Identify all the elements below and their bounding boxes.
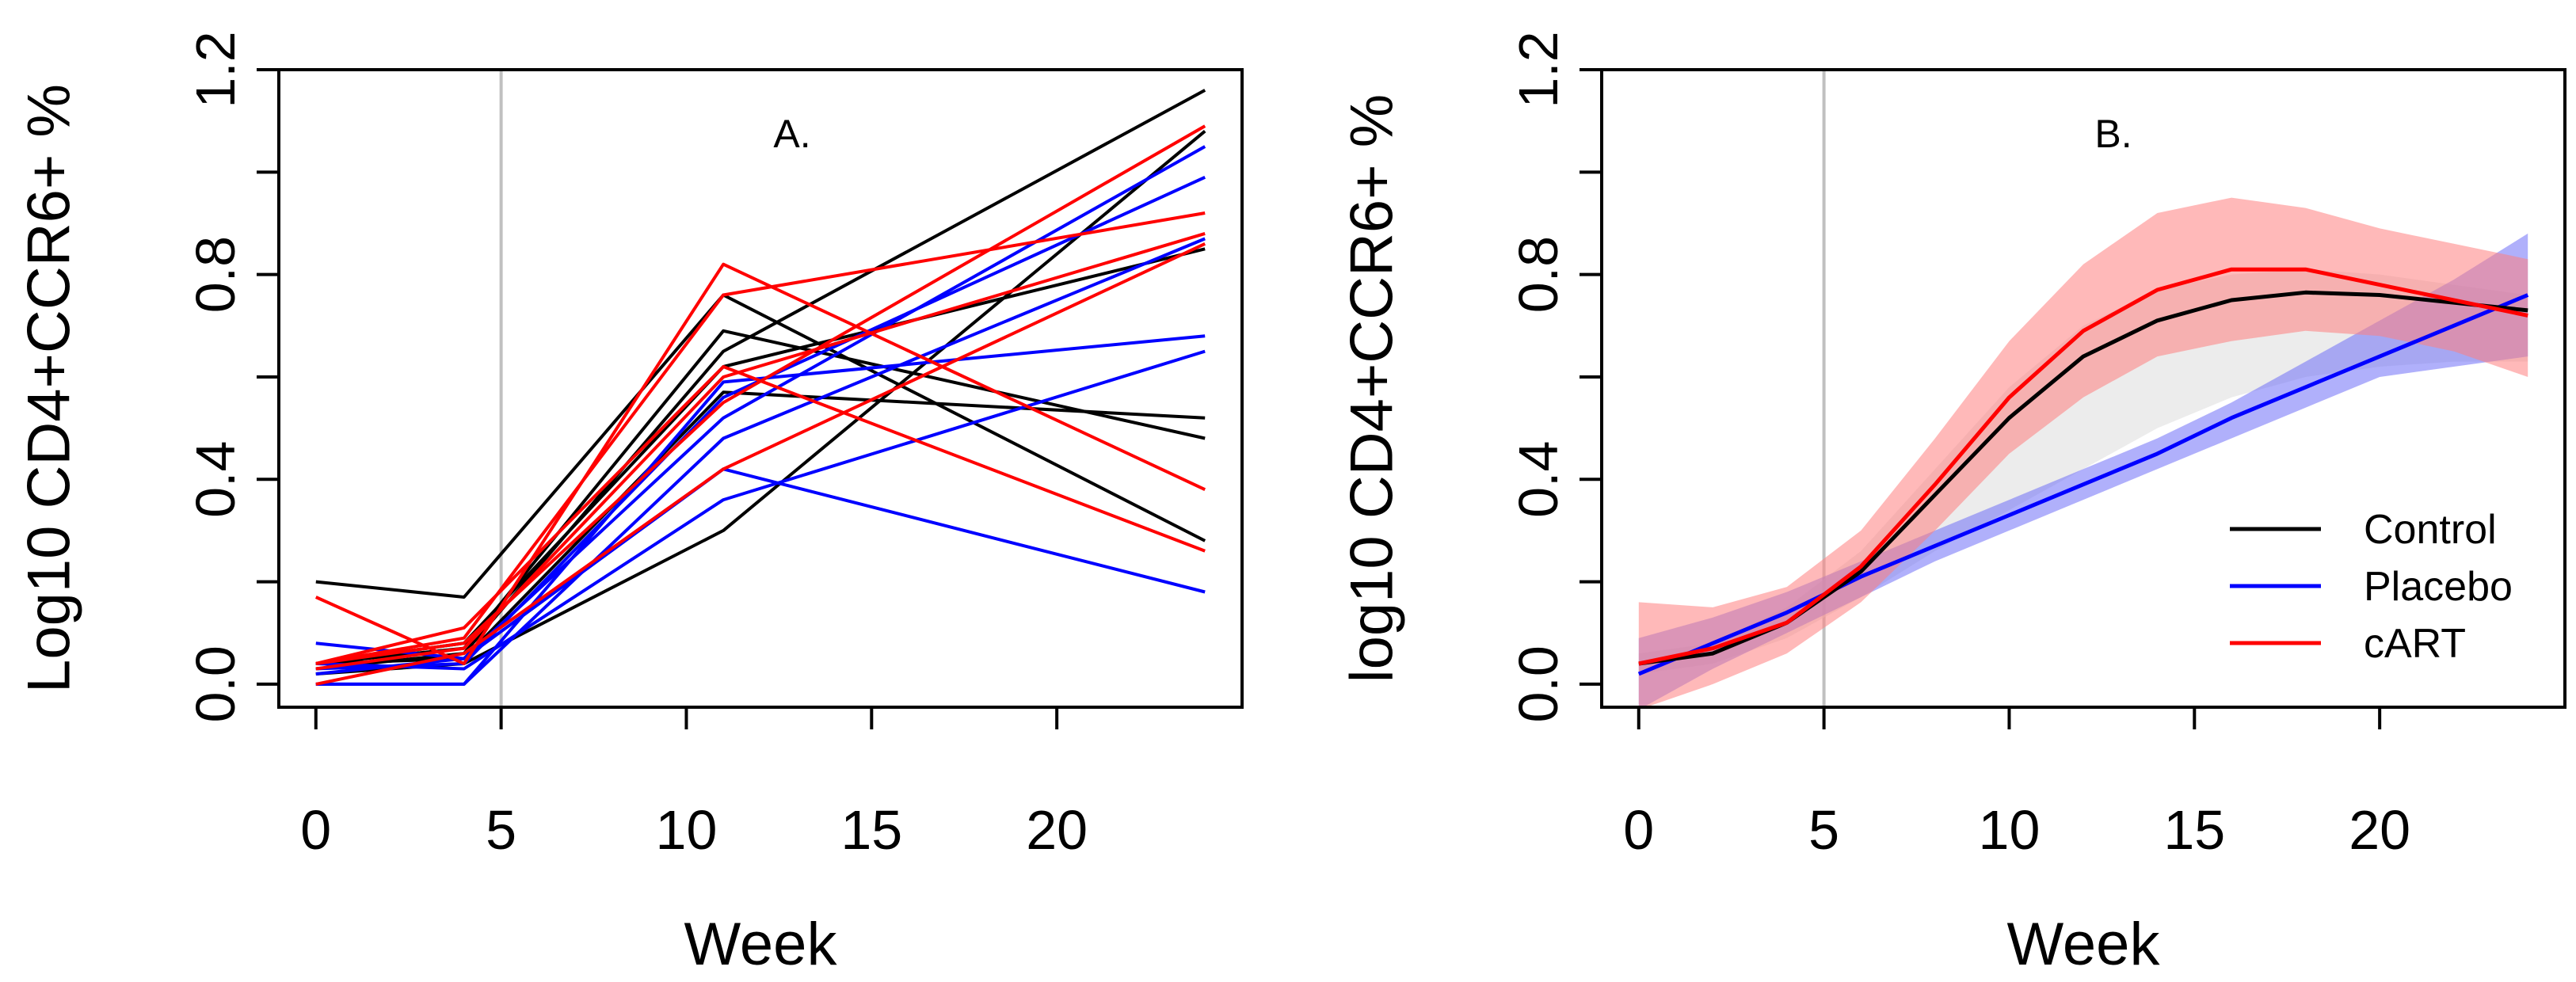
series-line-cart-4 (315, 242, 1206, 686)
y-tick-label: 1.2 (1507, 31, 1569, 108)
panel-b: 0 5 10 15 20 Week 0.0 0.4 0.8 1.2 log10 CD4+CCR6+ … (1339, 31, 2566, 978)
x-tick-label: 10 (656, 799, 718, 861)
y-axis-title: log10 CD4+CCR6+ % (1339, 94, 1406, 683)
series-line-cart (1638, 267, 2528, 666)
x-tick-label: 20 (2349, 799, 2410, 861)
panel-label: B. (2094, 112, 2132, 156)
y-tick-label: 0.4 (1507, 441, 1569, 518)
x-tick-label: 5 (486, 799, 516, 861)
legend-label-cart: cART (2364, 621, 2466, 667)
x-tick-label: 5 (1808, 799, 1839, 861)
y-tick-label: 0.4 (185, 441, 246, 518)
series-line-placebo-4 (315, 334, 1206, 686)
series-line-placebo (1637, 293, 2529, 676)
series-line-cart-3 (315, 365, 1206, 665)
series-line-cart-5 (315, 124, 1206, 665)
x-tick-label: 10 (1979, 799, 2041, 861)
x-axis-title: Week (684, 911, 838, 978)
y-tick-label: 0.0 (1507, 645, 1569, 722)
y-tick-label: 0.0 (185, 645, 246, 722)
series-line-control-1 (315, 293, 1206, 599)
y-tick-label: 1.2 (185, 31, 246, 108)
confidence-band-cart (1638, 197, 2528, 707)
y-tick-label: 0.8 (185, 236, 246, 313)
series-line-control-5 (315, 390, 1206, 665)
legend-label-control: Control (2364, 507, 2497, 553)
plot-area (314, 70, 1206, 707)
panel-label: A. (773, 112, 810, 156)
plot-area (1637, 70, 2529, 707)
x-tick-label: 15 (840, 799, 902, 861)
x-tick-label: 0 (300, 799, 331, 861)
legend-label-placebo: Placebo (2364, 564, 2513, 610)
x-tick-label: 15 (2163, 799, 2225, 861)
series-line-cart-6 (315, 231, 1206, 671)
series-line-cart-2 (315, 211, 1206, 665)
y-axis-title: Log10 CD4+CCR6+ % (16, 84, 83, 693)
series-line-control-2 (315, 329, 1206, 665)
panel-a: 0 5 10 15 20 Week 0.0 0.4 0.8 1.2 Log10 CD4+CCR6+ … (16, 31, 1244, 978)
legend: Control Placebo cART (2230, 507, 2513, 667)
series-line-placebo-6 (315, 175, 1206, 671)
x-tick-label: 0 (1623, 799, 1654, 861)
x-axis-title: Week (2007, 911, 2161, 978)
x-tick-label: 20 (1026, 799, 1088, 861)
y-tick-label: 0.8 (1507, 236, 1569, 313)
